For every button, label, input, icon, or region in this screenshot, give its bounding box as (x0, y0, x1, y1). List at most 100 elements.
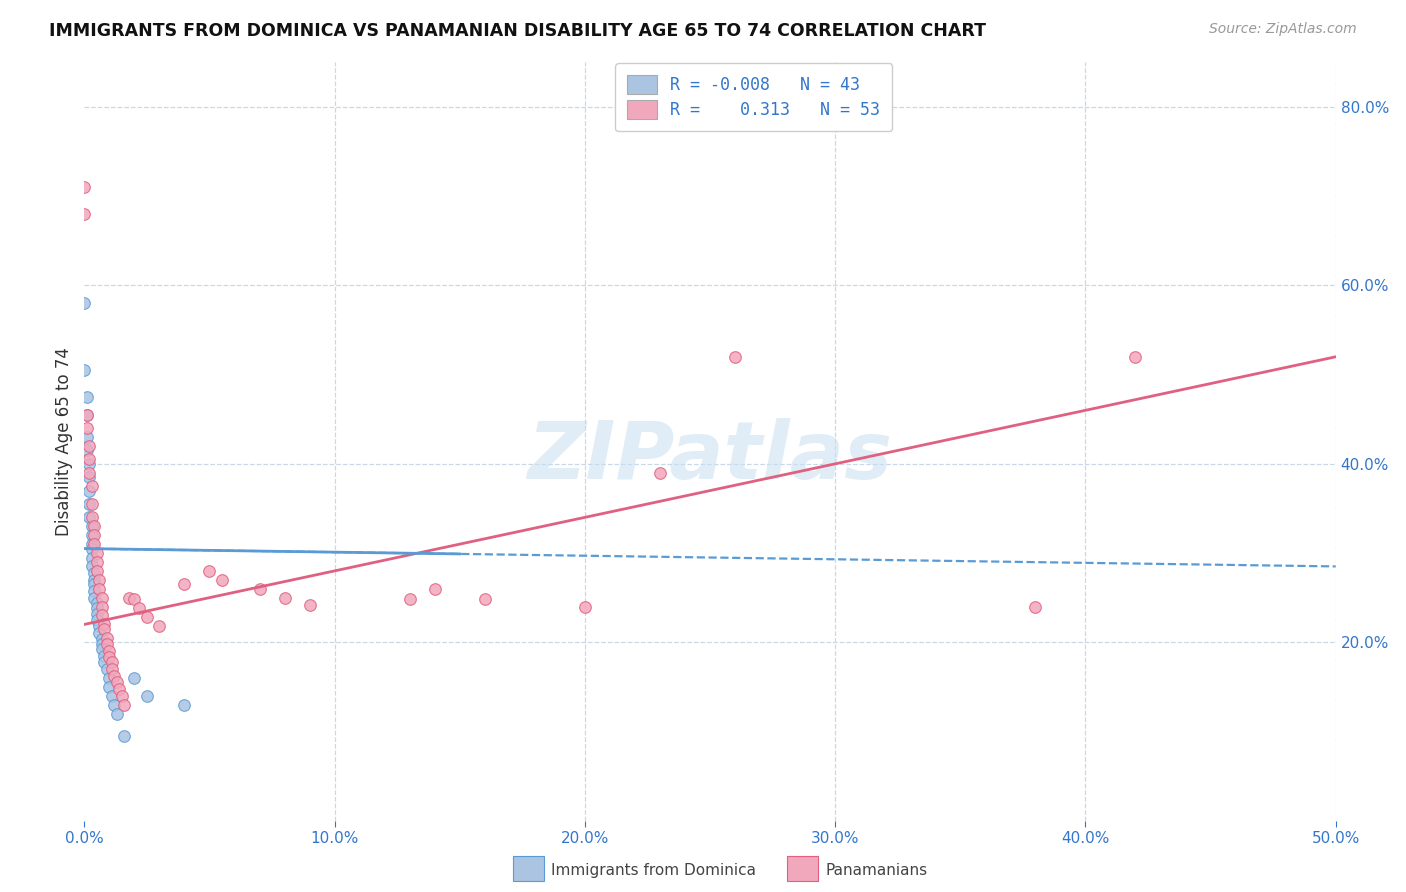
Point (96, 637, 118, 651)
Point (73, 207, 96, 221)
Point (80, 497, 103, 511)
Point (90, 608, 112, 623)
Point (83, 583, 105, 598)
Point (90, 632, 112, 646)
Point (79, 452, 101, 467)
Point (83, 573, 105, 587)
Text: Immigrants from Dominica: Immigrants from Dominica (551, 863, 756, 878)
Text: Source: ZipAtlas.com: Source: ZipAtlas.com (1209, 22, 1357, 37)
Point (83, 591, 105, 605)
Point (98, 649, 121, 664)
Point (101, 662, 124, 676)
Point (112, 698, 135, 712)
Point (80, 559, 103, 574)
Point (93, 655, 115, 669)
Point (73, 180, 96, 194)
Point (124, 592, 146, 607)
Point (398, 592, 420, 607)
Point (76, 390, 98, 404)
Point (83, 566, 105, 580)
Point (73, 296, 96, 310)
Point (173, 698, 195, 712)
Point (574, 599, 596, 614)
Text: IMMIGRANTS FROM DOMINICA VS PANAMANIAN DISABILITY AGE 65 TO 74 CORRELATION CHART: IMMIGRANTS FROM DOMINICA VS PANAMANIAN D… (49, 22, 986, 40)
Point (103, 698, 125, 712)
Point (90, 599, 112, 614)
Point (96, 662, 118, 676)
Point (118, 591, 141, 605)
Point (79, 497, 101, 511)
Point (86, 564, 108, 578)
Point (105, 706, 128, 721)
Point (249, 582, 271, 596)
Point (173, 577, 195, 591)
Point (93, 648, 115, 663)
Text: ZIPatlas: ZIPatlas (527, 417, 893, 496)
Text: Panamanians: Panamanians (825, 863, 928, 878)
Point (79, 483, 101, 498)
Point (648, 466, 671, 480)
Point (98, 671, 121, 685)
Point (298, 598, 321, 612)
Point (86, 613, 108, 627)
Point (79, 470, 101, 484)
Point (83, 519, 105, 533)
Point (89, 619, 111, 633)
Point (90, 591, 112, 605)
Point (90, 642, 112, 657)
Point (89, 573, 111, 587)
Point (86, 555, 108, 569)
Point (80, 528, 103, 542)
Point (724, 350, 747, 364)
Point (73, 363, 96, 377)
Point (98, 680, 121, 694)
Point (79, 439, 101, 453)
Point (211, 573, 233, 587)
Point (93, 617, 115, 632)
Point (76, 408, 98, 422)
Point (89, 626, 111, 640)
Point (89, 582, 111, 596)
Point (76, 421, 98, 435)
Point (83, 577, 105, 591)
Point (103, 669, 125, 683)
Point (76, 443, 98, 458)
Point (86, 601, 108, 615)
Point (112, 729, 135, 743)
Point (128, 601, 150, 615)
Point (86, 596, 108, 610)
Point (79, 457, 101, 471)
Point (90, 637, 112, 651)
Point (80, 479, 103, 493)
Point (83, 537, 105, 551)
Point (79, 466, 101, 480)
Point (76, 408, 98, 422)
Y-axis label: Disability Age 65 to 74: Disability Age 65 to 74 (55, 347, 73, 536)
Point (79, 510, 101, 524)
Point (108, 681, 131, 696)
Point (148, 619, 170, 633)
Point (1125, 350, 1147, 364)
Point (273, 591, 295, 605)
Point (136, 610, 159, 624)
Point (83, 528, 105, 542)
Point (80, 519, 103, 533)
Point (80, 537, 103, 551)
Point (98, 644, 121, 658)
Point (76, 430, 98, 444)
Point (80, 510, 103, 524)
Point (124, 671, 146, 685)
Point (1024, 599, 1046, 614)
Point (101, 655, 124, 669)
Point (93, 622, 115, 636)
Point (111, 689, 134, 703)
Point (80, 550, 103, 565)
Point (86, 546, 108, 560)
Point (86, 607, 108, 621)
Point (96, 631, 118, 645)
Point (136, 689, 159, 703)
Point (198, 564, 221, 578)
Point (105, 675, 128, 690)
Point (423, 582, 446, 596)
Legend: R = -0.008   N = 43, R =    0.313   N = 53: R = -0.008 N = 43, R = 0.313 N = 53 (616, 63, 893, 131)
